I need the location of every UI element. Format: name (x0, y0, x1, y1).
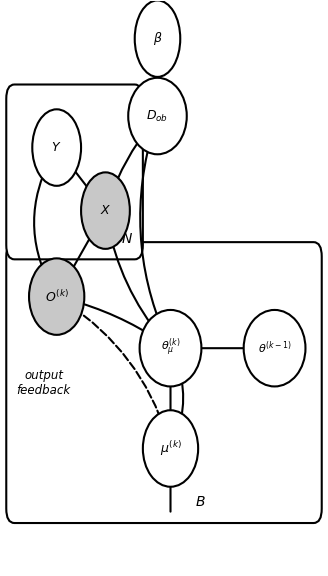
Ellipse shape (244, 310, 305, 386)
Text: $N$: $N$ (121, 232, 133, 247)
Ellipse shape (140, 310, 201, 386)
FancyArrowPatch shape (140, 127, 165, 336)
FancyArrowPatch shape (63, 220, 100, 285)
FancyBboxPatch shape (6, 85, 143, 259)
Text: $D_{ob}$: $D_{ob}$ (146, 108, 169, 124)
FancyArrowPatch shape (66, 302, 167, 436)
FancyArrowPatch shape (34, 157, 51, 285)
FancyArrowPatch shape (64, 156, 97, 200)
Text: $X$: $X$ (100, 204, 111, 217)
Ellipse shape (143, 410, 198, 487)
Ellipse shape (135, 1, 180, 77)
FancyArrowPatch shape (68, 300, 160, 341)
FancyBboxPatch shape (6, 242, 322, 523)
FancyArrowPatch shape (175, 360, 183, 438)
Ellipse shape (81, 172, 130, 249)
Text: $O^{(k)}$: $O^{(k)}$ (45, 289, 69, 305)
Text: $\mu^{(k)}$: $\mu^{(k)}$ (159, 439, 181, 458)
Ellipse shape (32, 109, 81, 186)
Ellipse shape (29, 259, 84, 335)
Ellipse shape (128, 78, 187, 154)
FancyArrowPatch shape (110, 124, 151, 198)
Text: $B$: $B$ (195, 495, 206, 509)
Text: output
feedback: output feedback (17, 369, 71, 397)
FancyArrowPatch shape (107, 222, 162, 338)
Text: $Y$: $Y$ (51, 141, 62, 154)
Text: $\theta_{\mu}^{(k)}$: $\theta_{\mu}^{(k)}$ (161, 337, 180, 359)
Text: $\beta$: $\beta$ (153, 30, 162, 47)
Text: $\theta^{(k-1)}$: $\theta^{(k-1)}$ (257, 340, 292, 357)
